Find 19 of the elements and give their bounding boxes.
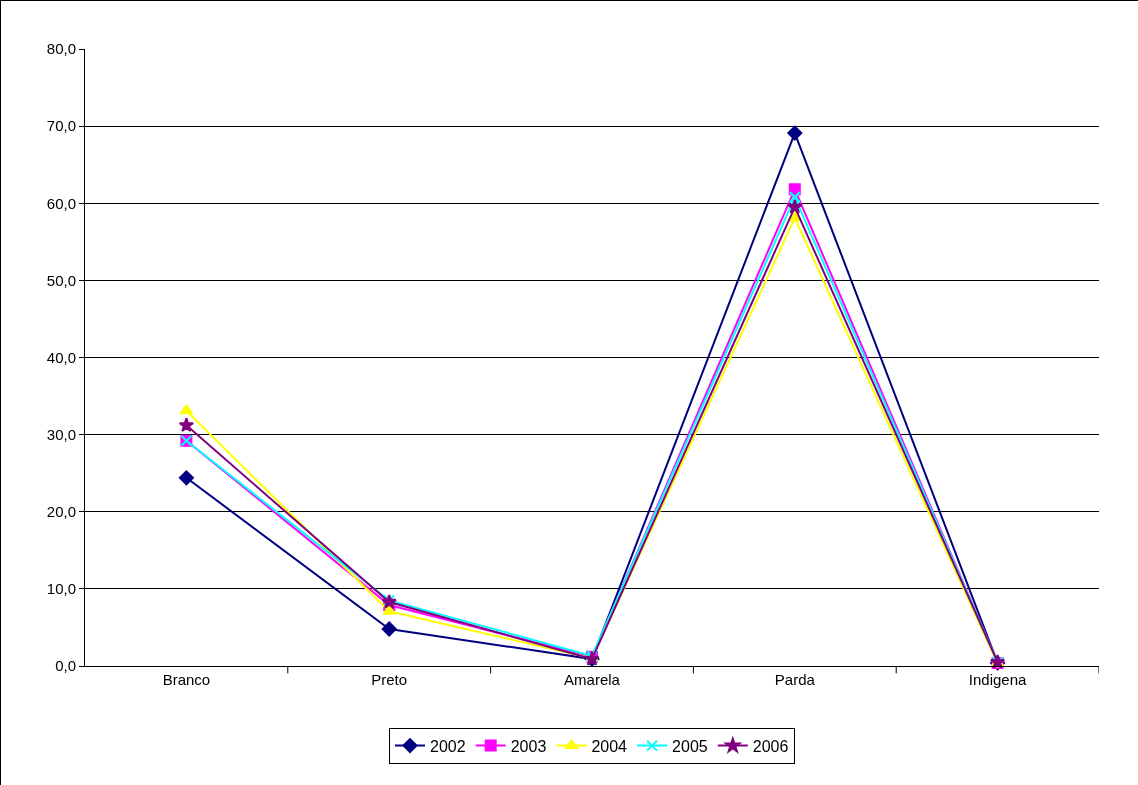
- x-tick-label: Parda: [774, 671, 816, 688]
- legend-label: 2003: [510, 737, 547, 755]
- y-tick-label: 80,0: [46, 40, 76, 58]
- y-tick-label: 10,0: [46, 580, 76, 598]
- x-tick-label: Indigena: [968, 671, 1028, 688]
- legend-label: 2002: [430, 737, 466, 755]
- y-tick-label: 0,0: [55, 657, 76, 675]
- y-tick-label: 20,0: [46, 503, 76, 520]
- y-tick-label: 50,0: [46, 271, 76, 289]
- x-tick-label: Amarela: [564, 671, 621, 688]
- y-tick-label: 70,0: [46, 117, 76, 135]
- legend-label: 2005: [672, 737, 708, 755]
- x-tick-label: Preto: [371, 671, 408, 688]
- legend-label: 2004: [591, 737, 628, 755]
- y-tick-label: 60,0: [46, 194, 76, 212]
- legend-label: 2006: [752, 737, 789, 755]
- x-tick-label: Branco: [162, 671, 211, 688]
- y-tick-label: 40,0: [46, 348, 76, 366]
- y-tick-label: 30,0: [46, 425, 76, 443]
